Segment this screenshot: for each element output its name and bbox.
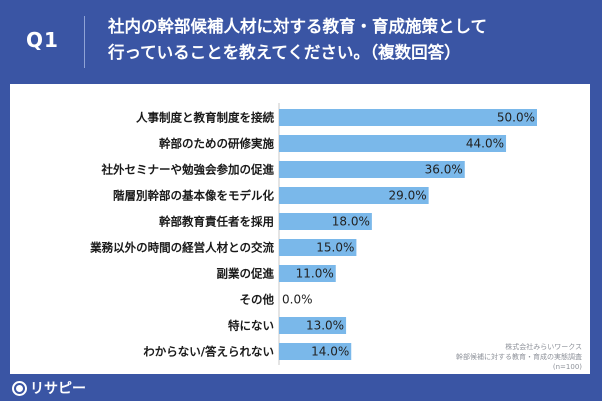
category-label: 階層別幹部の基本像をモデル化: [113, 189, 274, 203]
category-label: 副業の促進: [217, 267, 275, 281]
source-survey: 幹部候補に対する教育・育成の実態調査: [456, 353, 582, 361]
brand-logo-icon: [12, 380, 27, 396]
data-label: 36.0%: [425, 163, 463, 177]
bar: [279, 265, 336, 282]
category-label: 人事制度と教育制度を接続: [136, 111, 274, 125]
category-label: わからない/答えられない: [143, 345, 274, 359]
chart-panel: 人事制度と教育制度を接続 50.0% 幹部のための研修実施 44.0% 社外セミナーや勉…: [10, 84, 590, 374]
brand-logo: リサピー: [12, 378, 86, 398]
bar: [279, 135, 507, 152]
page-title: 社内の幹部候補人材に対する教育・育成施策として 行っていることを教えてください。…: [108, 14, 588, 66]
data-label: 0.0%: [282, 293, 313, 307]
category-label: 業務以外の時間の経営人材との交流: [89, 241, 274, 255]
header-divider: [84, 16, 85, 68]
category-label: 特にない: [228, 319, 274, 333]
source-sample: (n=100): [552, 363, 582, 371]
data-label: 14.0%: [311, 345, 349, 359]
category-label: 幹部のための研修実施: [159, 137, 274, 151]
data-label: 18.0%: [332, 215, 370, 229]
bar: [279, 317, 347, 334]
bar: [279, 343, 352, 360]
bar: [279, 161, 465, 178]
data-label: 13.0%: [306, 319, 344, 333]
category-label: 社外セミナーや勉強会参加の促進: [101, 163, 275, 177]
data-label: 44.0%: [466, 137, 504, 151]
source-note: 株式会社みらいワークス 幹部候補に対する教育・育成の実態調査 (n=100): [456, 342, 582, 372]
bar: [279, 213, 372, 230]
title-line-2: 行っていることを教えてください。（複数回答）: [108, 43, 461, 62]
bar: [279, 109, 537, 126]
question-number: Q1: [26, 28, 59, 52]
header: Q1 社内の幹部候補人材に対する教育・育成施策として 行っていることを教えてくだ…: [0, 0, 602, 84]
data-label: 50.0%: [497, 111, 535, 125]
source-company: 株式会社みらいワークス: [505, 343, 582, 351]
title-line-1: 社内の幹部候補人材に対する教育・育成施策として: [108, 17, 488, 36]
data-label: 11.0%: [296, 267, 334, 281]
bar: [279, 239, 357, 256]
data-label: 15.0%: [316, 241, 354, 255]
category-label: その他: [240, 293, 275, 307]
data-label: 29.0%: [389, 189, 427, 203]
category-label: 幹部教育責任者を採用: [159, 215, 274, 229]
bar: [279, 187, 429, 204]
brand-logo-text: リサピー: [30, 381, 86, 397]
bar-chart: 人事制度と教育制度を接続 50.0% 幹部のための研修実施 44.0% 社外セミナーや勉…: [89, 103, 537, 365]
